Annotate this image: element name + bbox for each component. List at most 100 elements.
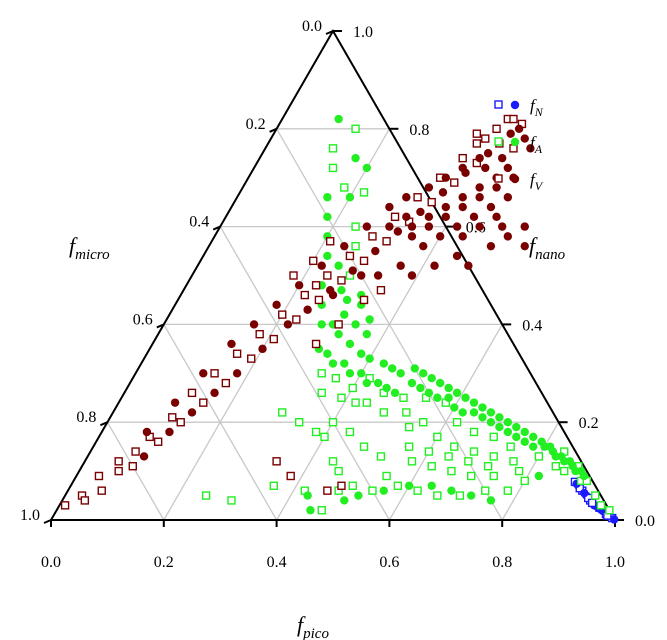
- point-V-filled: [503, 193, 513, 202]
- point-A-open: [359, 442, 369, 451]
- point-A-open: [278, 408, 287, 417]
- point-V-filled: [199, 369, 208, 378]
- point-V-open: [359, 256, 369, 266]
- point-A-filled: [362, 329, 372, 339]
- point-A-open: [227, 496, 236, 505]
- point-V-open: [311, 281, 321, 290]
- point-A-filled: [560, 457, 569, 466]
- point-A-open: [376, 452, 386, 461]
- point-A-filled: [529, 442, 538, 451]
- legend: fN fA fV: [494, 96, 544, 193]
- point-V-open: [345, 251, 355, 261]
- point-V-open: [114, 466, 123, 476]
- point-V-filled: [142, 427, 152, 437]
- point-A-open: [427, 462, 436, 471]
- point-A-open: [351, 398, 360, 407]
- point-V-filled: [424, 183, 434, 192]
- point-V-open: [221, 378, 231, 388]
- point-V-open: [309, 256, 318, 266]
- left-tick-label: 0.4: [189, 214, 209, 231]
- triangle-frame: [49, 28, 617, 521]
- point-A-filled: [444, 383, 453, 393]
- point-A-filled: [334, 329, 343, 339]
- point-V-open: [314, 295, 324, 305]
- point-A-open: [506, 442, 515, 451]
- point-A-open: [413, 486, 422, 495]
- point-V-open: [300, 290, 309, 300]
- point-A-filled: [323, 251, 332, 261]
- point-A-filled: [427, 481, 436, 490]
- point-A-filled: [404, 481, 414, 490]
- point-V-filled: [419, 241, 428, 251]
- point-A-open: [444, 452, 453, 461]
- point-A-filled: [503, 427, 513, 437]
- point-A-open: [328, 418, 338, 427]
- point-A-filled: [340, 310, 349, 319]
- point-V-filled: [486, 202, 496, 212]
- point-A-filled: [447, 486, 456, 495]
- point-V-open: [427, 197, 436, 207]
- point-V-filled: [249, 320, 259, 329]
- point-A-open: [393, 481, 403, 490]
- point-A-filled: [306, 506, 315, 515]
- point-V-filled: [393, 227, 403, 236]
- left-tick: [325, 30, 334, 35]
- point-A-open: [362, 398, 372, 407]
- point-A-open: [351, 241, 360, 251]
- point-V-filled: [438, 188, 448, 197]
- point-A-open: [201, 491, 211, 500]
- point-A-open: [404, 442, 414, 451]
- point-V-filled: [441, 212, 450, 222]
- point-A-filled: [337, 285, 346, 295]
- point-V-open: [278, 310, 287, 319]
- point-A-open: [337, 393, 346, 402]
- left-tick: [212, 225, 221, 231]
- point-A-open: [311, 427, 321, 437]
- point-A-filled: [396, 369, 405, 378]
- point-V-filled: [373, 271, 383, 280]
- point-A-open: [534, 452, 544, 461]
- point-V-filled: [232, 369, 242, 378]
- point-V-filled: [503, 163, 513, 173]
- point-A-filled: [379, 359, 388, 368]
- right-tick-label: 0.8: [409, 122, 429, 139]
- point-V-filled: [340, 241, 349, 251]
- point-A-filled: [458, 408, 467, 417]
- point-V-open: [368, 232, 377, 241]
- point-V-filled: [498, 153, 507, 163]
- point-V-filled: [402, 212, 411, 222]
- point-V-open: [94, 471, 104, 481]
- point-A-filled: [486, 408, 496, 417]
- point-A-filled: [323, 193, 332, 202]
- point-A-open: [469, 447, 479, 456]
- point-A-filled: [334, 261, 343, 270]
- point-V-filled: [458, 232, 467, 241]
- point-V-open: [390, 212, 400, 222]
- point-V-open: [289, 271, 298, 280]
- data-points: [60, 114, 619, 524]
- point-A-open: [483, 462, 493, 471]
- point-A-open: [466, 471, 476, 481]
- point-A-open: [402, 408, 411, 417]
- point-V-filled: [475, 193, 484, 202]
- point-V-open: [492, 124, 501, 134]
- point-V-filled: [441, 202, 450, 212]
- left-axis-title: fmicro: [69, 233, 110, 263]
- point-A-open: [404, 422, 414, 432]
- right-tick-label: 0.0: [635, 513, 655, 530]
- point-A-open: [503, 486, 513, 495]
- point-V-filled: [396, 261, 405, 270]
- point-V-open: [292, 315, 301, 324]
- point-V-open: [376, 285, 386, 295]
- point-A-filled: [388, 364, 397, 373]
- point-A-open: [464, 457, 473, 466]
- point-A-open: [359, 188, 369, 197]
- point-A-open: [489, 471, 498, 481]
- point-A-filled: [424, 388, 434, 398]
- point-V-filled: [424, 222, 434, 231]
- left-tick-label: 0.8: [76, 409, 96, 426]
- point-A-filled: [486, 496, 496, 505]
- point-V-filled: [303, 305, 312, 314]
- left-tick: [269, 127, 277, 133]
- point-A-filled: [340, 359, 349, 368]
